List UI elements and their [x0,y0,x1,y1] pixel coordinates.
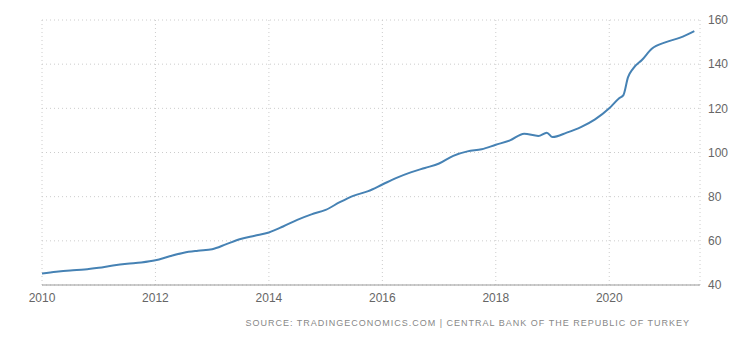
svg-text:2016: 2016 [369,291,396,305]
svg-text:2012: 2012 [142,291,169,305]
svg-text:2020: 2020 [596,291,623,305]
svg-text:60: 60 [708,234,722,248]
svg-text:100: 100 [708,146,722,160]
svg-text:80: 80 [708,190,722,204]
svg-text:120: 120 [708,102,722,116]
svg-text:2010: 2010 [29,291,56,305]
svg-text:140: 140 [708,57,722,71]
svg-text:160: 160 [708,13,722,27]
svg-text:2018: 2018 [482,291,509,305]
svg-text:2014: 2014 [256,291,283,305]
html-text:SOURCE: TRADINGECONOMICS.COM |: SOURCE: TRADINGECONOMICS.COM | CENTRAL B… [245,318,690,328]
svg-text:40: 40 [708,278,722,292]
